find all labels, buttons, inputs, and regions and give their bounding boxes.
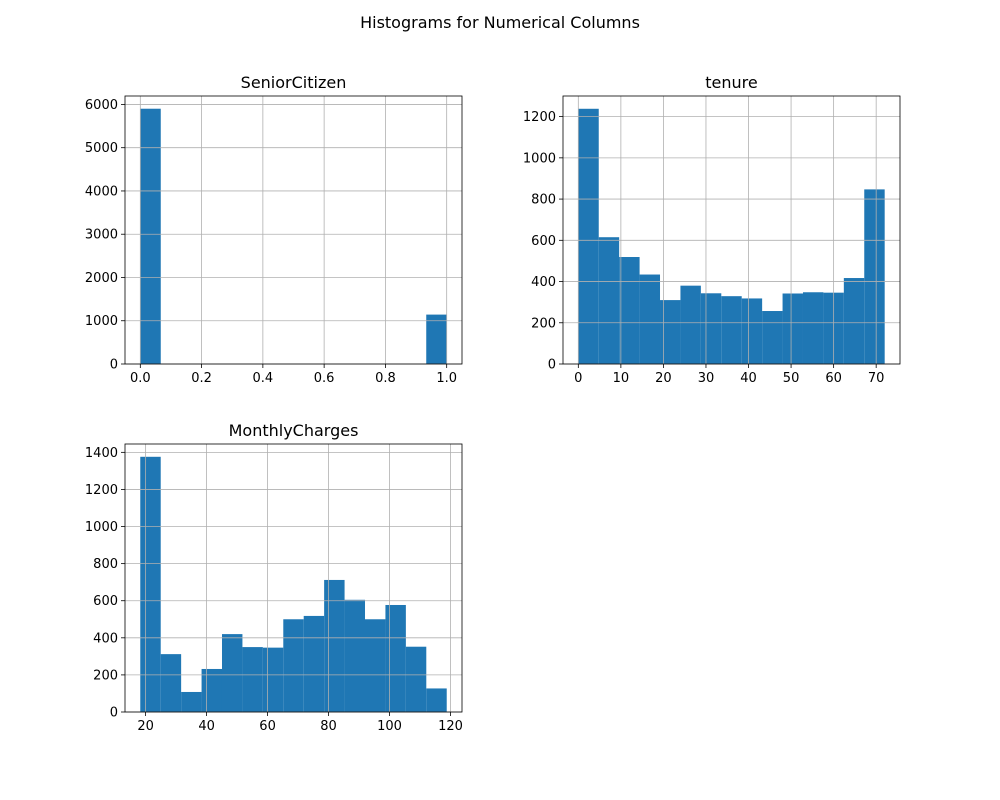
tenure-bar [660,300,681,364]
tenure-x-tick-label: 20 [655,371,672,386]
monthly-charges-bar [303,615,325,712]
tenure-y-tick-label: 1000 [523,151,556,166]
monthly-charges-bar [283,619,304,712]
tenure-x-tick-label: 30 [698,371,715,386]
tenure-bar [864,189,885,364]
monthly-charges-bar [160,654,182,712]
monthly-charges-title: MonthlyCharges [229,421,359,440]
senior-citizen-bar [426,314,447,364]
tenure-y-tick-label: 800 [531,193,556,208]
monthly-charges-bar [140,456,161,712]
tenure-bar [741,298,763,364]
monthly-charges-bar [324,579,345,712]
monthly-charges-bar [262,647,284,712]
tenure-bar [578,108,599,364]
senior-citizen-title: SeniorCitizen [241,73,347,92]
tenure-title: tenure [705,73,757,92]
tenure-x-tick-label: 10 [613,371,630,386]
tenure-axes-frame [562,95,901,365]
monthly-charges-axes-frame [124,443,463,713]
tenure-bar [680,285,701,364]
senior-citizen-histogram: 0.0 0.2 0.4 0.6 0.8 1.0 0 1000 2000 3000 4000 5000 6… [85,73,463,386]
tenure-bar [802,292,824,364]
tenure-x-tick-label: 60 [825,371,842,386]
tenure-y-tick-label: 400 [531,275,556,290]
senior-citizen-x-tick-label: 0.6 [314,371,335,386]
senior-citizen-y-tick-label: 6000 [85,98,118,113]
tenure-bar [843,278,865,364]
senior-citizen-x-tick-label: 1.0 [436,371,457,386]
senior-citizen-x-tick-label: 0.8 [375,371,396,386]
senior-citizen-y-tick-label: 3000 [85,228,118,243]
monthly-charges-x-tick-label: 40 [198,719,215,734]
tenure-x-tick-label: 40 [740,371,757,386]
monthly-charges-y-tick-label: 400 [93,631,118,646]
tenure-x-tick-label: 50 [783,371,800,386]
monthly-charges-bar [181,691,202,712]
monthly-charges-x-tick-label: 20 [137,719,154,734]
monthly-charges-y-tick-label: 800 [93,557,118,572]
senior-citizen-y-tick-label: 2000 [85,271,118,286]
monthly-charges-y-tick-label: 0 [110,706,118,721]
monthly-charges-bar [405,646,427,712]
monthly-charges-x-tick-label: 100 [377,719,402,734]
tenure-x-tick-label: 70 [868,371,885,386]
tenure-y-tick-label: 0 [548,358,556,373]
senior-citizen-x-tick-label: 0.0 [130,371,151,386]
monthly-charges-y-tick-label: 1200 [85,483,118,498]
tenure-bar [782,293,803,364]
tenure-bar [700,293,722,364]
senior-citizen-x-tick-label: 0.4 [253,371,274,386]
monthly-charges-y-tick-label: 1400 [85,446,118,461]
monthly-charges-y-tick-label: 1000 [85,520,118,535]
monthly-charges-bar [242,647,263,712]
senior-citizen-y-tick-label: 1000 [85,314,118,329]
tenure-histogram: 0 10 20 30 40 50 60 70 0 200 400 600 800 1000 1200 tenu… [523,73,901,386]
tenure-y-tick-label: 600 [531,234,556,249]
monthly-charges-bar [385,604,406,712]
senior-citizen-y-tick-label: 0 [110,358,118,373]
tenure-bar [598,237,620,364]
monthly-charges-histogram: 20 40 60 80 100 1200200400600800100012001400M… [85,421,463,734]
monthly-charges-bar [221,634,243,712]
tenure-bar [762,311,783,364]
figure-suptitle: Histograms for Numerical Columns [360,13,640,32]
monthly-charges-x-tick-label: 80 [320,719,337,734]
tenure-bar [619,257,640,364]
tenure-bar [639,274,661,364]
senior-citizen-y-tick-label: 4000 [85,184,118,199]
monthly-charges-y-tick-label: 600 [93,594,118,609]
senior-citizen-axes-frame [124,95,463,365]
monthly-charges-bar [365,619,386,712]
senior-citizen-bar [140,108,161,364]
monthly-charges-x-tick-label: 60 [259,719,276,734]
tenure-x-tick-label: 0 [574,371,582,386]
monthly-charges-bar [426,688,447,712]
senior-citizen-x-tick-label: 0.2 [191,371,212,386]
monthly-charges-x-tick-label: 120 [438,719,463,734]
tenure-y-tick-label: 200 [531,316,556,331]
senior-citizen-y-tick-label: 5000 [85,141,118,156]
tenure-bar [721,296,742,364]
monthly-charges-bar [201,668,222,712]
monthly-charges-y-tick-label: 200 [93,668,118,683]
tenure-y-tick-label: 1200 [523,110,556,125]
monthly-charges-bar [344,599,366,712]
